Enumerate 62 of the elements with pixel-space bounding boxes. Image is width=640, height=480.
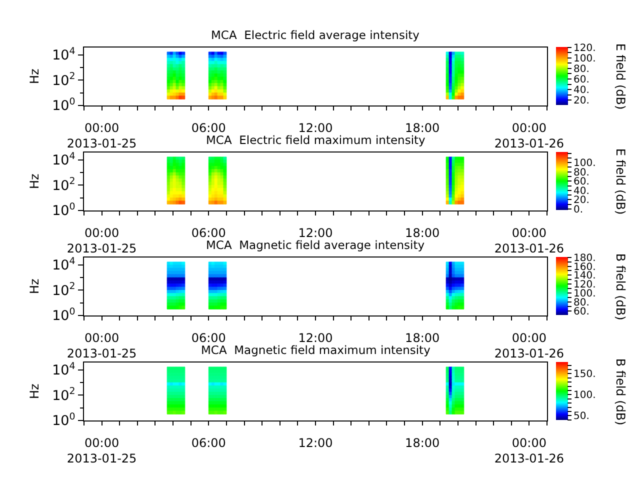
x-tick-label: 06:00 bbox=[191, 330, 226, 345]
x-tick-label: 00:00 2013-01-26 bbox=[494, 330, 564, 360]
x-tick-label: 00:00 2013-01-25 bbox=[66, 226, 137, 256]
color-bar-label: 50. bbox=[574, 411, 590, 422]
y-axis-title: Hz bbox=[27, 384, 42, 400]
color-bar-title: E field (dB) bbox=[613, 43, 628, 110]
color-bar-label: 80. bbox=[574, 64, 590, 75]
x-tick-label: 00:00 2013-01-25 bbox=[66, 120, 137, 150]
y-tick-label: 10$^{2}$ bbox=[52, 386, 76, 404]
x-tick-label: 12:00 bbox=[298, 226, 333, 240]
x-tick-label: 12:00 bbox=[298, 120, 333, 135]
color-bar-label: 40. bbox=[574, 85, 590, 96]
x-tick-label: 06:00 bbox=[191, 120, 226, 135]
y-axis-title: Hz bbox=[27, 174, 42, 190]
color-bar-label: 80. bbox=[574, 167, 590, 178]
y-tick-label: 10$^{0}$ bbox=[52, 96, 76, 114]
chart-title: MCA Electric field average intensity bbox=[211, 28, 420, 42]
color-bar-label: 60. bbox=[574, 176, 590, 188]
x-tick-label: 00:00 2013-01-25 bbox=[66, 436, 137, 466]
color-bar-label: 100. bbox=[574, 53, 596, 64]
x-tick-label: 06:00 bbox=[191, 226, 226, 240]
x-tick-label: 18:00 bbox=[405, 226, 440, 240]
x-tick-label: 18:00 bbox=[405, 120, 440, 135]
y-axis-title: Hz bbox=[27, 68, 42, 84]
y-tick-label: 10$^{0}$ bbox=[52, 201, 76, 220]
x-tick-label: 18:00 bbox=[405, 436, 440, 450]
x-tick-label: 00:00 2013-01-25 bbox=[66, 330, 137, 360]
color-bar-label: 0. bbox=[574, 204, 584, 216]
chart-title: MCA Magnetic field maximum intensity bbox=[201, 343, 431, 357]
color-bar-label: 180. bbox=[574, 252, 596, 264]
x-tick-label: 12:00 bbox=[298, 436, 333, 450]
color-bar-label: 60. bbox=[574, 74, 590, 86]
y-tick-label: 10$^{0}$ bbox=[52, 411, 76, 430]
y-tick-label: 10$^{4}$ bbox=[52, 360, 76, 379]
color-bar-label: 120. bbox=[574, 42, 596, 54]
y-tick-label: 10$^{4}$ bbox=[52, 256, 76, 274]
color-bar-title: B field (dB) bbox=[613, 358, 628, 426]
y-tick-label: 10$^{4}$ bbox=[52, 150, 76, 169]
y-axis-title: Hz bbox=[27, 278, 42, 294]
color-bar-label: 40. bbox=[574, 186, 590, 197]
y-tick-label: 10$^{4}$ bbox=[52, 46, 76, 64]
x-tick-label: 06:00 bbox=[191, 436, 226, 450]
color-bar-label: 80. bbox=[574, 297, 590, 308]
chart-title: MCA Electric field maximum intensity bbox=[206, 133, 426, 147]
x-tick-label: 00:00 2013-01-26 bbox=[494, 120, 564, 150]
chart-title: MCA Magnetic field average intensity bbox=[206, 238, 425, 252]
y-tick-label: 10$^{0}$ bbox=[52, 306, 76, 324]
y-tick-label: 10$^{2}$ bbox=[52, 176, 76, 194]
x-tick-label: 18:00 bbox=[405, 330, 440, 345]
color-bar-label: 150. bbox=[574, 369, 596, 380]
color-bar-label: 100. bbox=[574, 390, 596, 402]
x-tick-label: 12:00 bbox=[298, 330, 333, 345]
x-tick-label: 00:00 2013-01-26 bbox=[494, 436, 564, 466]
y-tick-label: 10$^{2}$ bbox=[52, 71, 76, 89]
y-tick-label: 10$^{2}$ bbox=[52, 281, 76, 299]
color-bar-label: 20. bbox=[574, 195, 590, 206]
color-bar-label: 100. bbox=[574, 158, 596, 170]
color-bar-label: 20. bbox=[574, 96, 590, 107]
color-bar-label: 60. bbox=[574, 306, 590, 318]
color-bar-title: B field (dB) bbox=[613, 253, 628, 320]
x-tick-label: 00:00 2013-01-26 bbox=[494, 226, 564, 256]
color-bar-title: E field (dB) bbox=[613, 148, 628, 215]
